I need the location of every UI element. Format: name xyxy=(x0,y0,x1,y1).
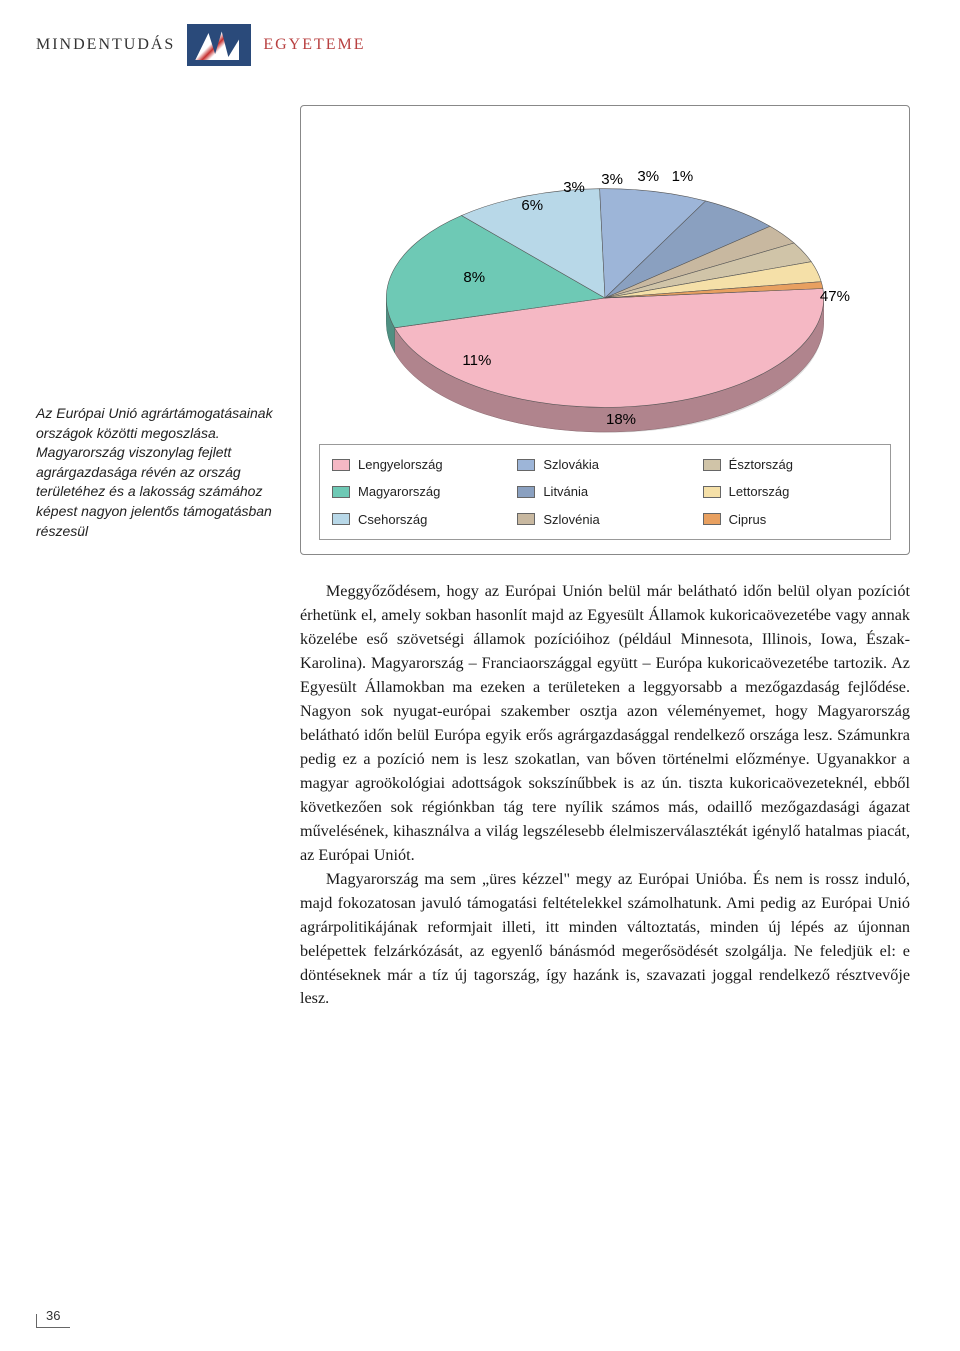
pie-slice-label: 3% xyxy=(563,179,585,196)
header-right-text: EGYETEME xyxy=(263,36,365,54)
legend-item: Lettország xyxy=(703,480,878,503)
legend-item: Csehország xyxy=(332,508,507,531)
legend-label: Lengyelország xyxy=(358,457,443,472)
pie-slice-label: 8% xyxy=(463,269,485,286)
body-paragraph: Meggyőződésem, hogy az Európai Unión bel… xyxy=(300,580,910,868)
pie-slice-label: 11% xyxy=(462,352,491,369)
header-left-text: MINDENTUDÁS xyxy=(36,36,175,54)
legend-label: Ciprus xyxy=(729,512,767,527)
legend-label: Szlovénia xyxy=(543,512,599,527)
pie-slice-label: 18% xyxy=(606,411,636,428)
pie-slice-label: 6% xyxy=(521,197,543,214)
page-header: MINDENTUDÁS EGYETEME xyxy=(0,0,960,66)
legend-label: Szlovákia xyxy=(543,457,599,472)
legend-swatch xyxy=(703,459,721,471)
article-body: Meggyőződésem, hogy az Európai Unión bel… xyxy=(300,580,910,1011)
legend-swatch xyxy=(332,486,350,498)
page-number: 36 xyxy=(46,1308,60,1323)
legend-label: Lettország xyxy=(729,484,790,499)
pie-slice-label: 1% xyxy=(672,168,694,185)
pie-slice-label: 3% xyxy=(601,171,623,188)
pie-slice-label: 47% xyxy=(820,288,850,305)
legend-label: Csehország xyxy=(358,512,427,527)
legend-item: Észtország xyxy=(703,453,878,476)
legend-label: Magyarország xyxy=(358,484,440,499)
pie-slice-label: 3% xyxy=(637,168,659,185)
legend-swatch xyxy=(332,459,350,471)
legend-item: Szlovákia xyxy=(517,453,692,476)
legend-swatch xyxy=(517,486,535,498)
legend-swatch xyxy=(517,513,535,525)
legend-swatch xyxy=(703,486,721,498)
page-number-tick xyxy=(36,1314,37,1328)
legend-item: Litvánia xyxy=(517,480,692,503)
legend-label: Észtország xyxy=(729,457,793,472)
chart-legend: Lengyelország Szlovákia Észtország Magyaror… xyxy=(319,444,891,540)
body-paragraph: Magyarország ma sem „üres kézzel" megy a… xyxy=(300,868,910,1012)
legend-item: Szlovénia xyxy=(517,508,692,531)
header-logo-icon xyxy=(187,24,251,66)
legend-swatch xyxy=(332,513,350,525)
legend-swatch xyxy=(517,459,535,471)
legend-swatch xyxy=(703,513,721,525)
legend-item: Lengyelország xyxy=(332,453,507,476)
chart-caption: Az Európai Unió agrártámogatásainak orsz… xyxy=(36,404,280,541)
legend-item: Magyarország xyxy=(332,480,507,503)
legend-label: Litvánia xyxy=(543,484,588,499)
page-number-bar xyxy=(36,1327,70,1328)
pie-chart-container: 47% 18% 11% 8% 6% 3% 3% 3% 1% Lengyelország Szlov… xyxy=(300,105,910,555)
legend-item: Ciprus xyxy=(703,508,878,531)
